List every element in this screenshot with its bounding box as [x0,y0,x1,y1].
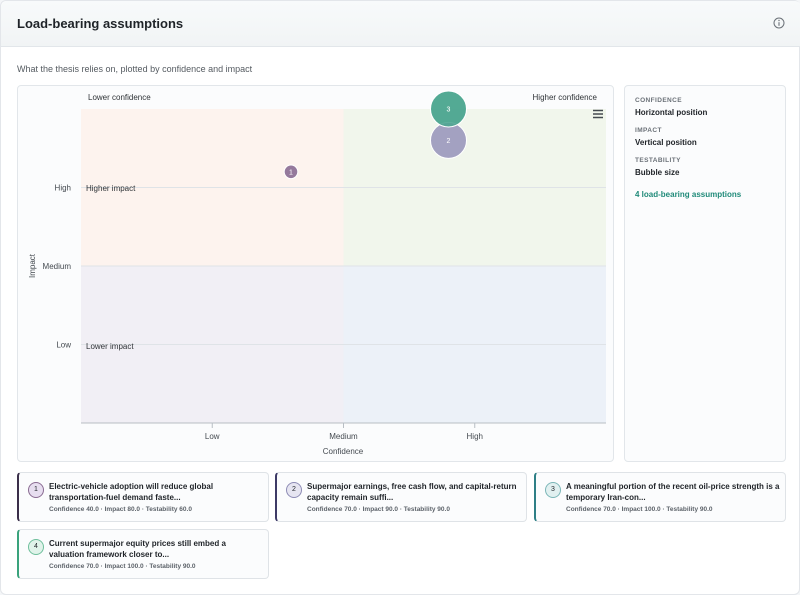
quadrant-label-lower-impact: Lower impact [86,342,134,351]
assumption-number-badge: 1 [28,482,44,498]
assumption-text: A meaningful portion of the recent oil-p… [566,482,780,502]
page-title: Load-bearing assumptions [17,16,184,31]
assumption-number-badge: 4 [28,539,44,555]
card-header: Load-bearing assumptions [1,1,800,47]
assumption-text: Supermajor earnings, free cash flow, and… [307,482,517,502]
assumption-count: 4 load-bearing assumptions [635,190,742,199]
legend-impact-value: Vertical position [635,138,697,147]
assumption-scores: Confidence 70.0 · Impact 100.0 · Testabi… [49,563,196,570]
assumption-number-badge: 2 [286,482,302,498]
bubble-label: 2 [447,138,451,145]
assumption-card[interactable]: 4 Current supermajor equity prices still … [17,529,269,579]
y-tick-label: High [55,184,71,193]
assumption-scores: Confidence 70.0 · Impact 100.0 · Testabi… [566,506,713,513]
assumption-text: Current supermajor equity prices still e… [49,539,226,559]
assumption-card[interactable]: 2 Supermajor earnings, free cash flow, an… [275,472,527,522]
x-axis-label: Confidence [323,447,364,456]
assumption-text: Electric-vehicle adoption will reduce gl… [49,482,214,502]
hamburger-menu-icon[interactable] [592,109,604,119]
legend-panel: CONFIDENCE Horizontal position IMPACT Ve… [624,85,786,462]
info-icon[interactable] [773,17,785,29]
assumption-number-badge: 3 [545,482,561,498]
assumption-scores: Confidence 40.0 · Impact 80.0 · Testabil… [49,506,192,513]
quadrant-label-higher-impact: Higher impact [86,184,136,193]
bubble-chart: Lower confidence Higher confidence Highe… [28,90,606,456]
legend-testability-value: Bubble size [635,168,680,177]
bubble-2[interactable]: 2 [430,121,467,159]
quadrant-label-top-right: Higher confidence [533,93,598,102]
chart-subtitle: What the thesis relies on, plotted by co… [17,64,253,74]
assumption-card[interactable]: 1 Electric-vehicle adoption will reduce g… [17,472,269,522]
legend-testability-heading: TESTABILITY [635,157,681,164]
quadrant-label-top-left: Lower confidence [88,93,151,102]
legend-confidence-value: Horizontal position [635,108,708,117]
y-tick-label: Medium [43,262,72,271]
assumption-card[interactable]: 3 A meaningful portion of the recent oil-… [534,472,786,522]
bubble-1[interactable]: 1 [283,164,299,180]
y-axis-label: Impact [28,253,37,278]
y-tick-label: Low [56,341,71,350]
bubble-label: 1 [289,169,293,176]
x-tick-label: Medium [329,432,358,441]
bubble-3[interactable]: 3 [430,90,467,128]
legend-confidence-heading: CONFIDENCE [635,97,682,104]
bubble-circle [430,90,467,128]
chart-panel: Lower confidence Higher confidence Highe… [17,85,614,462]
x-tick-label: High [467,432,483,441]
x-tick-label: Low [205,432,220,441]
bubble-circle [283,164,299,180]
bubble-label: 3 [447,107,451,114]
legend-impact-heading: IMPACT [635,127,662,134]
assumption-scores: Confidence 70.0 · Impact 90.0 · Testabil… [307,506,450,513]
